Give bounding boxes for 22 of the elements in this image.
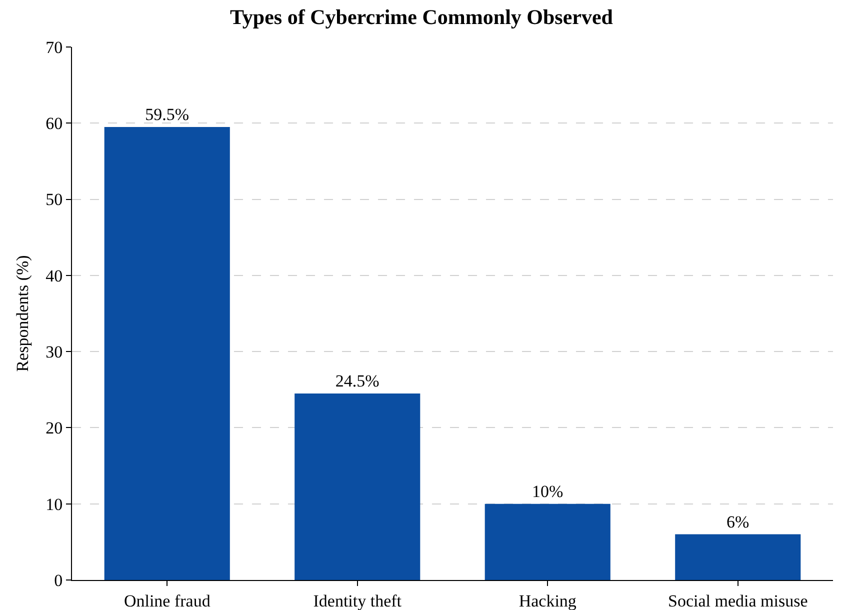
y-tick-label: 70 (46, 38, 63, 57)
bar (104, 126, 230, 580)
x-tick-label: Online fraud (124, 591, 211, 610)
y-tick-label: 50 (46, 190, 63, 210)
chart-title: Types of Cybercrime Commonly Observed (230, 4, 614, 29)
y-tick-label: 30 (46, 342, 63, 362)
y-tick-label: 60 (46, 114, 63, 134)
y-tick-label: 20 (46, 418, 63, 438)
x-tick-label: Hacking (518, 591, 577, 610)
data-label: 24.5% (335, 371, 380, 390)
y-tick-label: 40 (46, 266, 63, 286)
bar (294, 393, 420, 580)
bar (484, 504, 610, 580)
y-tick-label: 10 (46, 494, 63, 514)
data-label: 10% (532, 482, 564, 501)
x-tick-label: Social media misuse (668, 591, 808, 610)
bar (675, 534, 801, 580)
data-label: 59.5% (145, 104, 190, 124)
y-axis-title: Respondents (%) (13, 255, 32, 372)
x-tick-label: Identity theft (313, 591, 402, 610)
data-label: 6% (726, 512, 750, 532)
y-tick-label: 0 (54, 570, 63, 590)
